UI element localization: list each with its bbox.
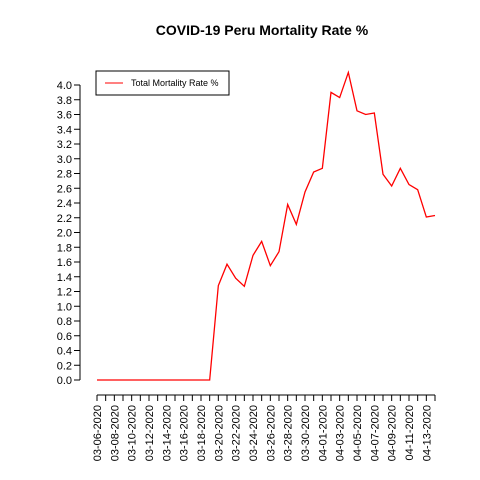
y-tick-label: 1.6 [57,257,72,269]
y-tick-label: 3.4 [57,124,72,136]
y-tick-label: 3.8 [57,95,72,107]
x-tick-label: 03-30-2020 [300,405,312,461]
x-tick-label: 03-16-2020 [179,405,191,461]
x-tick-label: 03-28-2020 [283,405,295,461]
legend: Total Mortality Rate % [95,70,230,96]
y-tick-label: 4.0 [57,80,72,92]
y-tick-label: 0.8 [57,316,72,328]
x-tick-label: 03-14-2020 [161,405,173,461]
x-tick-label: 04-09-2020 [387,405,399,461]
y-tick-label: 0.6 [57,331,72,343]
y-tick-label: 1.0 [57,301,72,313]
x-axis: 03-06-2020 03-08-2020 03-10-2020 03-12-2020… [92,394,436,461]
y-tick-label: 0.0 [57,375,72,387]
series-line-total-mortality-rate [97,70,436,381]
x-tick-label: 03-20-2020 [213,405,225,461]
y-tick-label: 0.2 [57,360,72,372]
x-tick-label: 03-24-2020 [248,405,260,461]
x-tick-label: 03-06-2020 [92,405,104,461]
y-tick-label: 0.4 [57,346,72,358]
y-tick-label: 3.0 [57,154,72,166]
y-tick-label: 3.6 [57,110,72,122]
y-tick-label: 2.8 [57,169,72,181]
y-tick-label: 1.8 [57,242,72,254]
y-tick-label: 2.0 [57,228,72,240]
y-axis: 0.0 0.2 0.4 0.6 0.8 1.0 1.2 1.4 1.6 1.8 2.0 2.2 2.4 2… [57,80,81,387]
y-tick-label: 2.2 [57,213,72,225]
x-tick-label: 04-01-2020 [317,405,329,461]
chart-title: COVID-19 Peru Mortality Rate % [156,22,369,38]
x-tick-label: 04-13-2020 [421,405,433,461]
x-tick-label: 03-12-2020 [144,405,156,461]
x-tick-label: 03-26-2020 [265,405,277,461]
x-tick-label: 04-05-2020 [352,405,364,461]
y-tick-label: 1.2 [57,287,72,299]
x-tick-label: 04-11-2020 [404,405,416,460]
y-tick-label: 1.4 [57,272,72,284]
y-tick-label: 2.6 [57,183,72,195]
x-tick-label: 04-03-2020 [335,405,347,461]
x-tick-label: 04-07-2020 [369,405,381,461]
y-tick-label: 2.4 [57,198,72,210]
y-tick-label: 3.2 [57,139,72,151]
x-tick-label: 03-22-2020 [231,405,243,461]
x-tick-label: 03-10-2020 [127,405,139,461]
legend-label-total-mortality-rate: Total Mortality Rate % [131,78,219,88]
x-tick-label: 03-08-2020 [109,405,121,461]
x-tick-label: 03-18-2020 [196,405,208,461]
series-layer [96,70,436,381]
